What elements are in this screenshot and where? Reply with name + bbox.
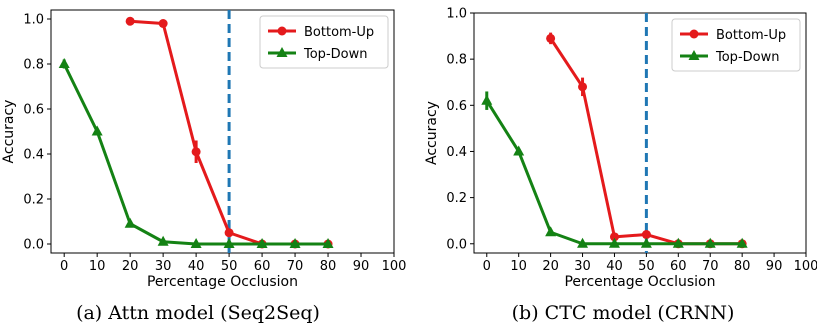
x-axis-label: Percentage Occlusion xyxy=(564,274,715,290)
data-point-bottom-up xyxy=(546,33,556,43)
x-tick-label: 50 xyxy=(638,259,655,274)
series-line-top-down xyxy=(485,99,743,246)
x-tick-label: 0 xyxy=(483,259,491,274)
data-point-bottom-up xyxy=(191,147,201,157)
y-tick-label: 0.6 xyxy=(446,99,467,114)
data-point-top-down xyxy=(736,237,748,248)
y-tick-label: 0.6 xyxy=(23,103,44,118)
x-tick-label: 50 xyxy=(221,259,238,274)
data-point-top-down xyxy=(58,58,70,68)
y-tick-label: 0.2 xyxy=(446,191,467,206)
x-tick-label: 30 xyxy=(574,259,591,274)
x-tick-label: 80 xyxy=(320,259,337,274)
x-tick-label: 90 xyxy=(353,259,370,274)
y-tick-label: 1.0 xyxy=(23,13,44,28)
data-point-top-down xyxy=(256,238,268,248)
data-point-top-down xyxy=(481,94,493,105)
legend-marker-bottom-up xyxy=(689,29,699,39)
x-tick-label: 100 xyxy=(794,259,817,274)
y-axis-label: Accuracy xyxy=(424,101,440,165)
x-tick-label: 60 xyxy=(670,259,687,274)
x-tick-label: 100 xyxy=(382,259,407,274)
x-tick-label: 10 xyxy=(89,259,106,274)
x-tick-label: 70 xyxy=(287,259,304,274)
legend-marker-top-down xyxy=(276,47,288,57)
x-tick-label: 20 xyxy=(122,259,139,274)
data-point-top-down xyxy=(513,145,525,156)
caption-a: (a) Attn model (Seq2Seq) xyxy=(76,302,320,324)
data-point-top-down xyxy=(190,238,202,248)
data-point-top-down xyxy=(91,125,103,136)
data-point-top-down xyxy=(608,237,620,248)
y-tick-label: 1.0 xyxy=(446,7,467,22)
legend-label-bottom-up: Bottom-Up xyxy=(304,25,374,40)
y-tick-label: 0.2 xyxy=(23,193,44,208)
x-tick-label: 90 xyxy=(766,259,783,274)
legend-box xyxy=(671,18,801,72)
data-point-bottom-up xyxy=(158,19,168,28)
x-tick-label: 30 xyxy=(155,259,172,274)
plot-frame xyxy=(50,9,395,254)
x-tick-label: 20 xyxy=(542,259,559,274)
y-axis-label: Accuracy xyxy=(1,100,17,164)
chart-panel-a: 0 10 20 30 40 50 60 70 80 90 100 0.0 0.2 0.4 0.6 0.8 1.0… xyxy=(1,9,407,290)
y-tick-label: 0.8 xyxy=(23,58,44,73)
y-tick-label: 0.4 xyxy=(446,145,467,160)
x-tick-label: 40 xyxy=(188,259,205,274)
data-point-bottom-up xyxy=(224,228,234,238)
legend-marker-bottom-up xyxy=(277,26,287,36)
legend-label-bottom-up: Bottom-Up xyxy=(716,28,786,43)
x-tick-label: 0 xyxy=(60,259,68,274)
x-tick-label: 70 xyxy=(702,259,719,274)
y-tick-label: 0.0 xyxy=(23,238,44,253)
data-point-top-down xyxy=(322,238,334,248)
x-tick-label: 80 xyxy=(734,259,751,274)
x-tick-label: 40 xyxy=(606,259,623,274)
data-point-top-down xyxy=(672,237,684,248)
data-point-top-down xyxy=(577,237,589,248)
plot-frame xyxy=(473,12,807,254)
chart-panel-b: 0 10 20 30 40 50 60 70 80 90 100 0.0 0.2 0.4 0.6 0.8 1.0… xyxy=(424,7,817,291)
data-point-bottom-up xyxy=(125,16,135,26)
data-point-top-down xyxy=(640,237,652,248)
caption-b: (b) CTC model (CRNN) xyxy=(512,302,735,324)
legend-label-top-down: Top-Down xyxy=(303,47,367,62)
data-point-top-down xyxy=(289,238,301,248)
legend-label-top-down: Top-Down xyxy=(715,50,779,65)
data-point-top-down xyxy=(545,226,557,237)
data-point-bottom-up xyxy=(578,82,588,92)
data-point-top-down xyxy=(704,237,716,248)
y-tick-label: 0.0 xyxy=(446,237,467,252)
legend-marker-top-down xyxy=(688,50,700,60)
data-point-bottom-up xyxy=(641,230,651,240)
x-tick-label: 10 xyxy=(510,259,527,274)
y-tick-label: 0.4 xyxy=(23,148,44,163)
data-point-top-down xyxy=(157,235,169,246)
x-tick-label: 60 xyxy=(254,259,271,274)
y-tick-label: 0.8 xyxy=(446,53,467,68)
data-point-top-down xyxy=(223,238,235,248)
x-axis-label: Percentage Occlusion xyxy=(147,274,298,290)
legend-box xyxy=(259,15,389,69)
data-point-top-down xyxy=(124,217,136,228)
data-point-bottom-up xyxy=(609,232,619,242)
